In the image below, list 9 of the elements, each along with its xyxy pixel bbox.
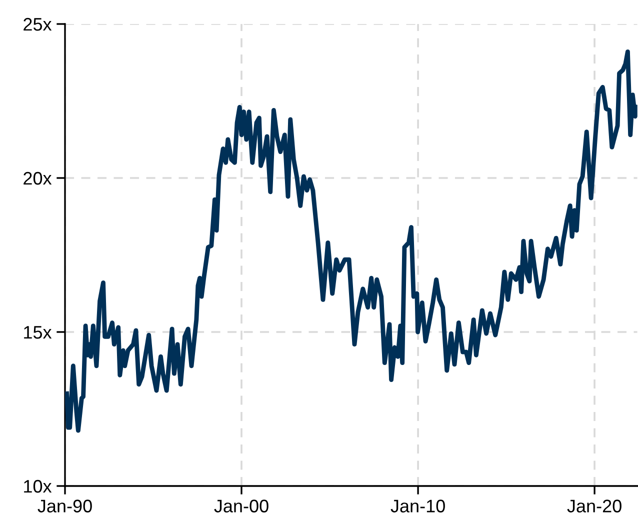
- x-tick-label: Jan-20: [567, 500, 622, 512]
- x-tick-label: Jan-10: [390, 500, 445, 512]
- x-tick-label: Jan-90: [38, 500, 92, 512]
- y-tick-label: 15x: [24, 326, 52, 339]
- line-series: [65, 49, 638, 433]
- y-tick-label: 25x: [24, 18, 52, 31]
- x-tick-label: Jan-00: [214, 500, 268, 512]
- y-tick-label: 20x: [24, 172, 52, 185]
- y-tick-label: 10x: [24, 480, 52, 493]
